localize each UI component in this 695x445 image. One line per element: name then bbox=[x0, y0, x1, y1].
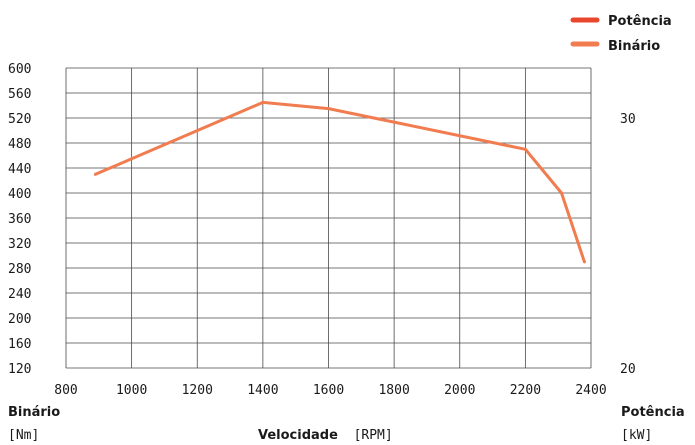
right-axis-title: Potência bbox=[621, 405, 685, 420]
data-point bbox=[327, 107, 330, 111]
x-tick-label: 1800 bbox=[378, 383, 409, 398]
data-point bbox=[582, 260, 586, 264]
x-tick-label: 1200 bbox=[182, 383, 213, 398]
x-tick-label: 2200 bbox=[510, 383, 541, 398]
y-left-tick-label: 160 bbox=[8, 337, 31, 352]
y-left-tick-label: 360 bbox=[8, 212, 31, 227]
y-left-tick-label: 240 bbox=[8, 287, 31, 302]
left-axis-title: Binário bbox=[8, 405, 60, 420]
x-axis-label-bold: Velocidade bbox=[258, 428, 338, 443]
y-right-tick-label: 30 bbox=[620, 112, 636, 127]
legend-label-binario: Binário bbox=[608, 39, 660, 54]
y-left-tick-label: 520 bbox=[8, 112, 31, 127]
y-left-tick-label: 440 bbox=[8, 162, 31, 177]
y-left-tick-label: 560 bbox=[8, 87, 31, 102]
series-lines bbox=[94, 100, 586, 264]
tick-labels: 120 160 200 240 280 320 360 400 440 480 520 560 600 8… bbox=[8, 62, 636, 398]
x-tick-label: 2000 bbox=[444, 383, 475, 398]
left-axis-unit: [Nm] bbox=[8, 428, 39, 443]
legend: Potência Binário bbox=[570, 14, 672, 54]
grid bbox=[65, 67, 592, 369]
y-left-tick-label: 600 bbox=[8, 62, 31, 77]
x-axis-label: Velocidade [RPM] bbox=[258, 424, 393, 443]
x-axis-label-unit: [RPM] bbox=[354, 428, 393, 443]
legend-label-potencia: Potência bbox=[608, 14, 672, 29]
x-tick-label: 1400 bbox=[247, 383, 278, 398]
data-point bbox=[559, 191, 563, 195]
x-tick-label: 2400 bbox=[575, 383, 606, 398]
data-point bbox=[523, 147, 527, 151]
x-tick-label: 1000 bbox=[116, 383, 147, 398]
x-tick-label: 1600 bbox=[313, 383, 344, 398]
y-left-tick-label: 200 bbox=[8, 312, 31, 327]
y-left-tick-label: 120 bbox=[8, 362, 31, 377]
y-left-tick-label: 320 bbox=[8, 237, 31, 252]
y-left-tick-label: 280 bbox=[8, 262, 31, 277]
x-tick-label: 800 bbox=[54, 383, 77, 398]
data-point bbox=[94, 172, 98, 176]
y-left-tick-label: 480 bbox=[8, 137, 31, 152]
right-axis-unit: [kW] bbox=[621, 428, 652, 443]
y-left-tick-label: 400 bbox=[8, 187, 31, 202]
y-right-tick-label: 20 bbox=[620, 362, 636, 377]
data-point bbox=[261, 100, 265, 104]
series-line-binario bbox=[94, 100, 586, 264]
